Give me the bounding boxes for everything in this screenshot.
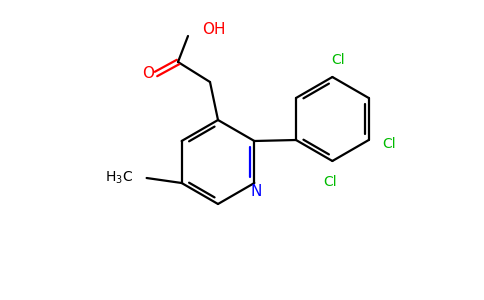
Text: Cl: Cl bbox=[324, 175, 337, 189]
Text: Cl: Cl bbox=[383, 137, 396, 151]
Text: H$_3$C: H$_3$C bbox=[105, 170, 133, 186]
Text: O: O bbox=[142, 67, 154, 82]
Text: Cl: Cl bbox=[332, 53, 345, 67]
Text: N: N bbox=[251, 184, 262, 199]
Text: OH: OH bbox=[202, 22, 226, 38]
